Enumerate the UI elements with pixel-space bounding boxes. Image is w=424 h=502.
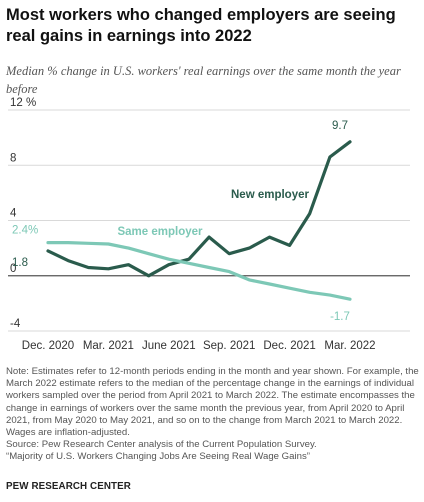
chart-subtitle: Median % change in U.S. workers' real ea… xyxy=(6,64,401,96)
x-tick-label: Sep. 2021 xyxy=(203,340,255,352)
x-tick-label: June 2021 xyxy=(142,340,196,352)
series-line-new-employer xyxy=(46,140,352,278)
chart-title: Most workers who changed employers are s… xyxy=(6,6,396,45)
gridlines xyxy=(8,109,410,332)
y-tick-label: 12 % xyxy=(10,97,36,109)
y-tick-label: 4 xyxy=(10,208,17,220)
x-tick-label: Mar. 2021 xyxy=(83,340,134,352)
x-tick-label: Dec. 2020 xyxy=(22,340,74,352)
x-tick-label: Dec. 2021 xyxy=(263,340,315,352)
data-label-start-same-employer: 2.4% xyxy=(12,225,38,237)
x-tick-labels: Dec. 2020 Mar. 2021 June 2021 Sep. 2021 Dec.… xyxy=(22,340,376,352)
data-label-end-same-employer: -1.7 xyxy=(330,311,350,323)
report-title-text: “Majority of U.S. Workers Changing Jobs … xyxy=(6,451,310,463)
y-tick-label: 8 xyxy=(10,152,16,164)
data-label-end-new-employer: 9.7 xyxy=(332,120,348,132)
series-name-same-employer: Same employer xyxy=(117,226,203,238)
source-text: Source: Pew Research Center analysis of … xyxy=(6,439,317,451)
x-tick-label: Mar. 2022 xyxy=(324,340,375,352)
series-line-same-employer xyxy=(46,241,352,301)
chart-notes: Note: Estimates refer to 12-month period… xyxy=(6,366,420,464)
y-tick-label: -4 xyxy=(10,318,21,330)
series-lines xyxy=(46,140,352,301)
note-text: Note: Estimates refer to 12-month period… xyxy=(6,366,419,439)
series-labels: New employer 1.8 9.7 Same employer 2.4% -1.7 xyxy=(12,120,350,323)
pew-logo-text: PEW RESEARCH CENTER xyxy=(6,481,131,492)
series-name-new-employer: New employer xyxy=(231,189,309,201)
y-tick-labels: -4 0 4 8 12 % xyxy=(10,97,36,330)
data-label-start-new-employer: 1.8 xyxy=(12,257,28,269)
y-tick-label: 0 xyxy=(10,263,16,275)
line-chart: -4 0 4 8 12 % Dec. 2020 Mar. 2021 June 2021 Sep… xyxy=(8,97,410,352)
